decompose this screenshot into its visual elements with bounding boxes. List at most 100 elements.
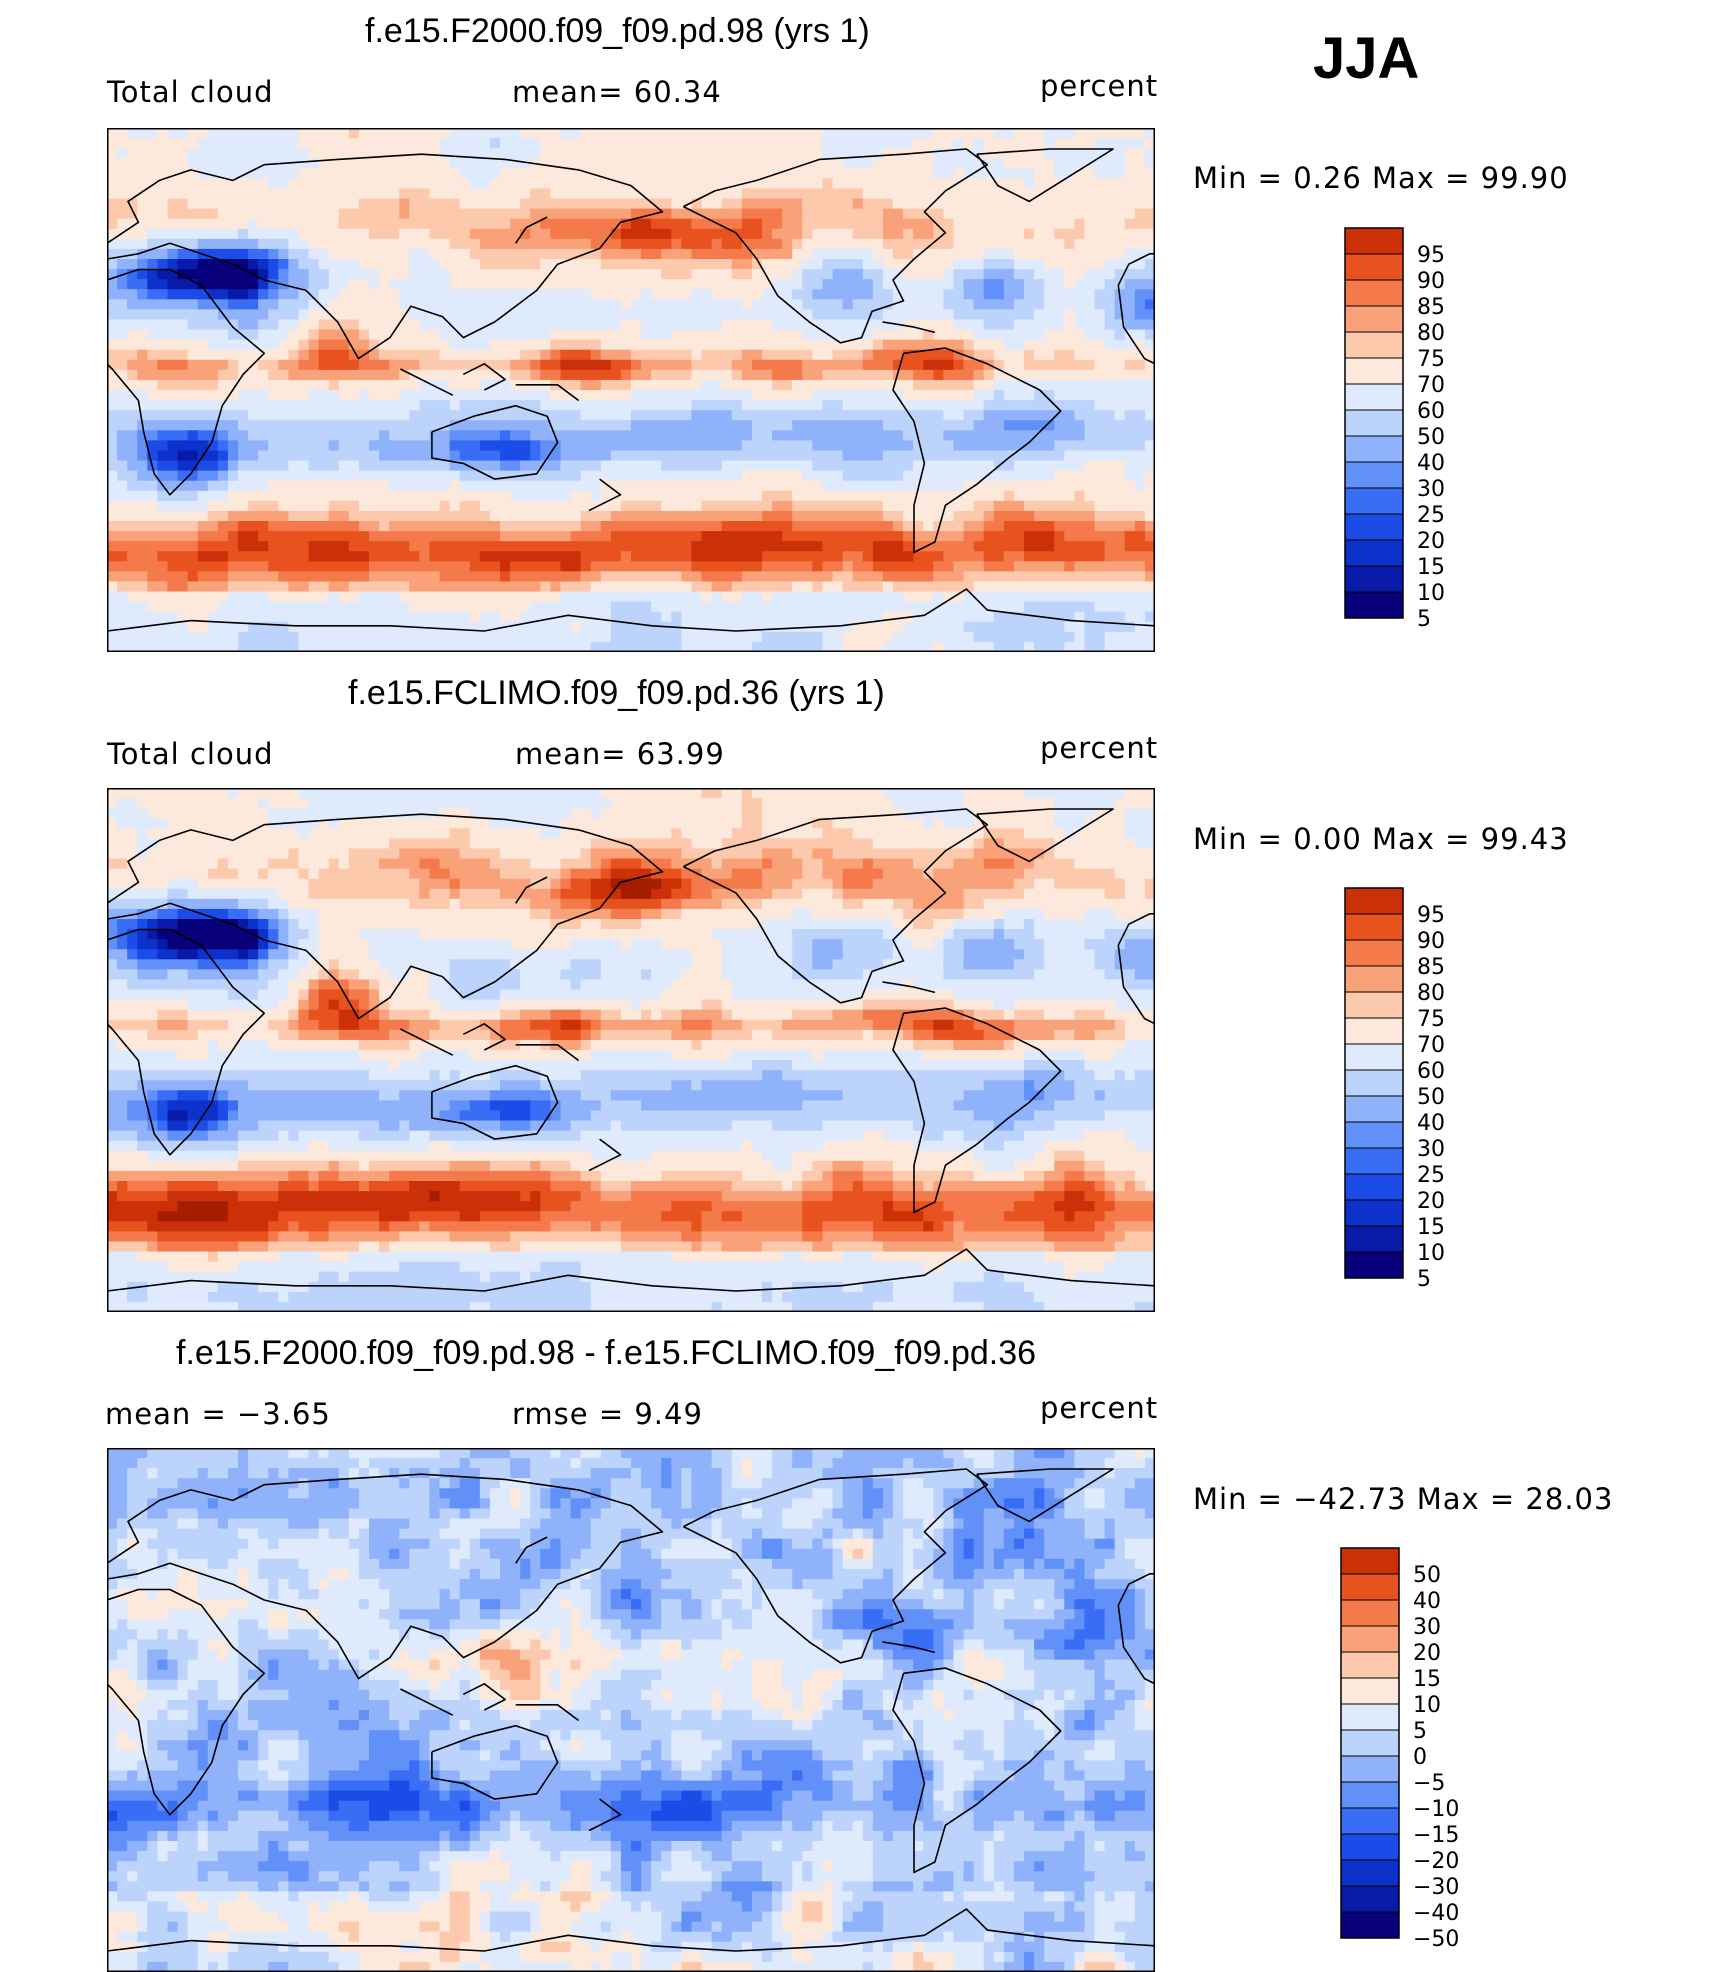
map-cell (590, 848, 682, 860)
map-cell (913, 379, 975, 391)
map-cell (449, 828, 471, 839)
map-cell (238, 1720, 259, 1731)
map-cell (782, 1538, 793, 1550)
map-cell (580, 1901, 602, 1913)
map-cell (318, 979, 350, 991)
map-cell (318, 999, 330, 1011)
map-cell (439, 1599, 461, 1610)
map-cell (520, 349, 541, 361)
map-cell (842, 898, 864, 910)
map-cell (580, 1170, 602, 1182)
map-cell (913, 1820, 924, 1832)
map-cell (802, 1911, 824, 1923)
map-cell (560, 1019, 582, 1031)
map-cell (1124, 1841, 1136, 1852)
map-cell (379, 1221, 390, 1232)
map-cell (449, 1790, 471, 1802)
map-cell (701, 531, 783, 542)
map-cell (197, 1800, 289, 1812)
map-cell (409, 898, 451, 910)
map-cell (449, 1070, 461, 1081)
map-cell (1003, 1211, 1065, 1222)
map-cell (217, 369, 239, 381)
map-cell (227, 1730, 259, 1741)
map-cell (570, 1639, 602, 1651)
map-cell (227, 1649, 239, 1661)
map-cell (540, 369, 562, 381)
map-cell (751, 248, 793, 260)
map-cell (510, 1830, 531, 1842)
map-cell (681, 1901, 743, 1913)
map-cell (691, 959, 723, 970)
map-cell (731, 369, 743, 381)
map-cell (822, 1468, 874, 1479)
map-cell (600, 571, 682, 583)
map-cell (711, 1528, 723, 1540)
coastline (431, 1064, 559, 1140)
map-cell (1003, 1961, 1025, 1972)
map-cell (278, 1191, 431, 1202)
map-cell (530, 369, 541, 381)
map-cell (1094, 168, 1126, 179)
map-cell (258, 908, 279, 920)
map-cell (117, 959, 138, 970)
map-cell (1124, 1790, 1146, 1802)
map-cell (268, 939, 279, 950)
map-cell (510, 359, 531, 371)
map-cell (308, 238, 451, 250)
map-cell (751, 1458, 773, 1469)
map-cell (762, 1508, 783, 1520)
map-cell (1034, 168, 1055, 179)
map-cell (590, 1599, 602, 1610)
map-cell (258, 1790, 289, 1802)
map-cell (862, 1170, 894, 1182)
map-cell (500, 571, 511, 583)
map-cell (832, 1770, 884, 1782)
map-cell (389, 1659, 431, 1671)
map-cell (1114, 1019, 1126, 1031)
map-cell (923, 1221, 934, 1232)
map-cell (1013, 1518, 1035, 1530)
map-cell (207, 1720, 229, 1731)
map-cell (298, 828, 310, 839)
map-cell (882, 279, 955, 290)
map-cell (1074, 1961, 1086, 1972)
map-cell (923, 1211, 955, 1222)
map-cell (379, 339, 451, 351)
map-cell (923, 1130, 944, 1142)
map-cell (681, 1468, 693, 1479)
map-cell (973, 349, 995, 361)
panel1-units-label: percent (1040, 69, 1159, 103)
map-cell (358, 1130, 410, 1142)
map-cell (751, 1659, 783, 1671)
map-cell (379, 999, 390, 1011)
map-cell (117, 581, 148, 593)
map-cell (882, 500, 975, 512)
map-cell (268, 1841, 279, 1852)
map-cell (147, 1750, 169, 1761)
map-cell (167, 1961, 199, 1972)
map-cell (620, 1891, 703, 1903)
map-cell (217, 460, 229, 472)
map-cell (358, 329, 370, 341)
map-cell (993, 1881, 1005, 1892)
map-cell (389, 1221, 420, 1232)
map-cell (862, 1699, 884, 1711)
map-cell (268, 1221, 289, 1232)
map-cell (157, 1710, 169, 1721)
map-cell (238, 1241, 269, 1253)
map-cell (510, 1891, 562, 1903)
map-cell (338, 1468, 350, 1479)
map-cell (127, 939, 138, 950)
map-cell (610, 601, 652, 613)
map-cell (1003, 1750, 1035, 1761)
map-cell (772, 1841, 783, 1852)
map-cell (358, 1050, 420, 1061)
map-cell (953, 1231, 1045, 1243)
colorbar-tick-label: −20 (1413, 1849, 1459, 1874)
map-cell (792, 1931, 824, 1943)
map-cell (933, 1629, 944, 1641)
map-cell (762, 1871, 793, 1882)
map-cell (671, 1750, 713, 1761)
map-cell (1084, 460, 1126, 472)
